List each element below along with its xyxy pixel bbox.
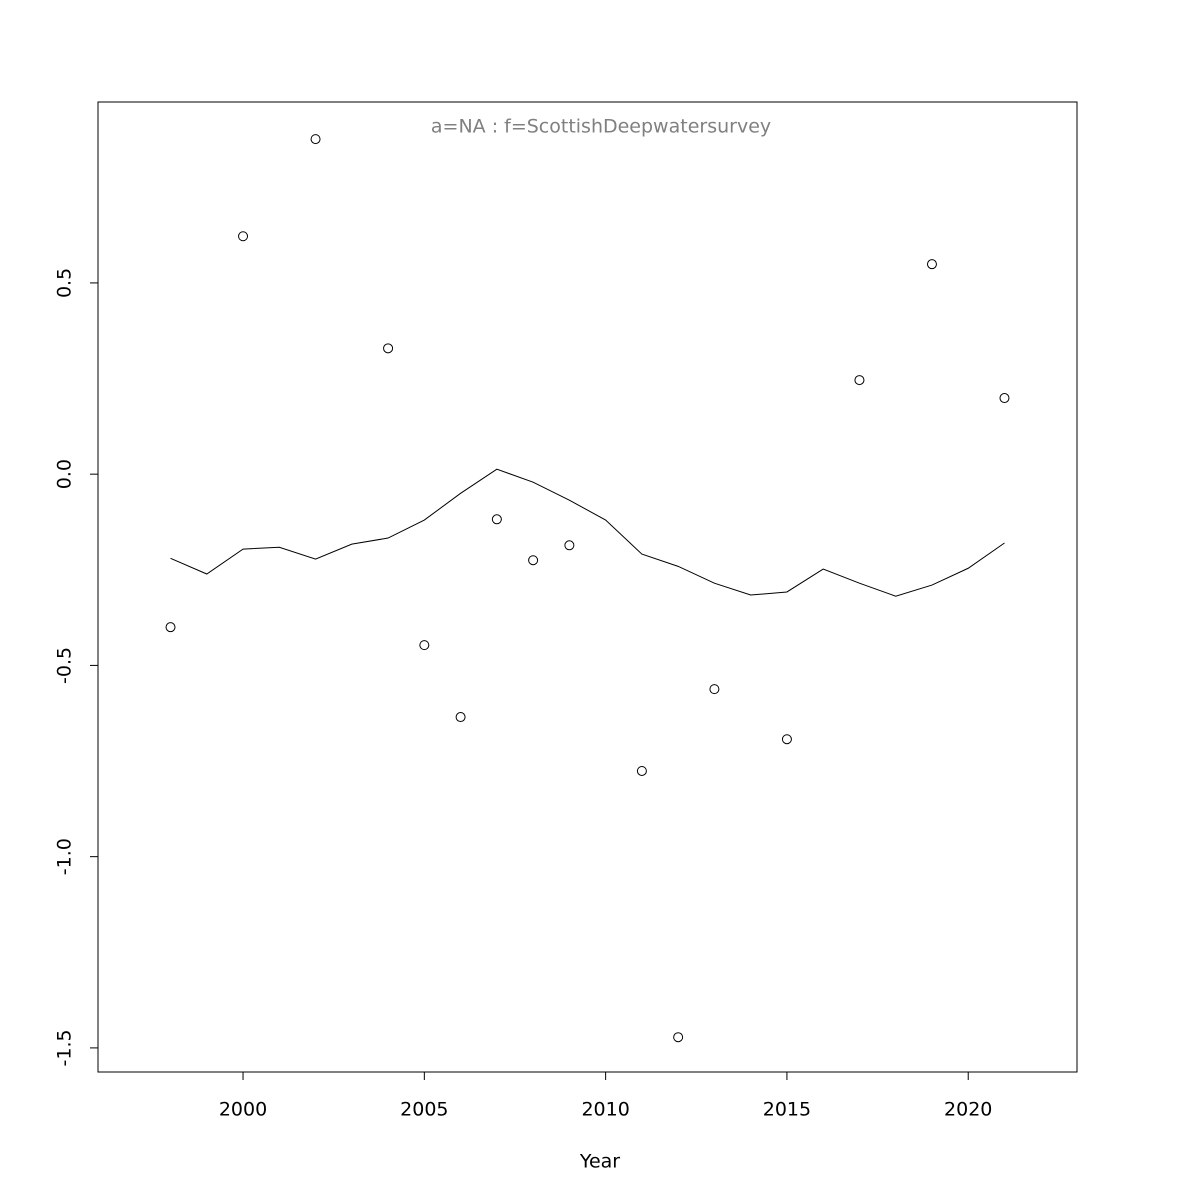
y-tick-label: 0.0 <box>54 459 76 489</box>
x-axis-label: Year <box>579 1151 620 1173</box>
trend-line <box>170 468 1005 597</box>
data-point <box>673 1032 684 1043</box>
data-point <box>491 514 502 525</box>
plot-frame <box>97 101 1078 1073</box>
data-point <box>455 712 466 723</box>
data-point <box>926 259 937 270</box>
data-point <box>999 393 1010 404</box>
data-point <box>636 765 647 776</box>
x-tick-label: 2005 <box>400 1099 448 1121</box>
data-point <box>854 375 865 386</box>
x-tick-label: 2020 <box>944 1099 992 1121</box>
data-point <box>564 540 575 551</box>
x-tick-label: 2010 <box>581 1099 629 1121</box>
data-point <box>781 734 792 745</box>
data-point <box>238 231 249 242</box>
x-tick-label: 2015 <box>763 1099 811 1121</box>
data-point <box>709 684 720 695</box>
data-point <box>165 622 176 633</box>
data-point <box>419 640 430 651</box>
y-tick-label: -1.5 <box>54 1029 76 1066</box>
y-tick-label: -0.5 <box>54 647 76 684</box>
data-point <box>528 555 539 566</box>
chart-title: a=NA : f=ScottishDeepwatersurvey <box>431 116 771 138</box>
x-tick-label: 2000 <box>219 1099 267 1121</box>
data-point <box>310 134 321 145</box>
y-tick-label: -1.0 <box>54 838 76 875</box>
y-tick-label: 0.5 <box>54 268 76 298</box>
data-point <box>383 343 394 354</box>
